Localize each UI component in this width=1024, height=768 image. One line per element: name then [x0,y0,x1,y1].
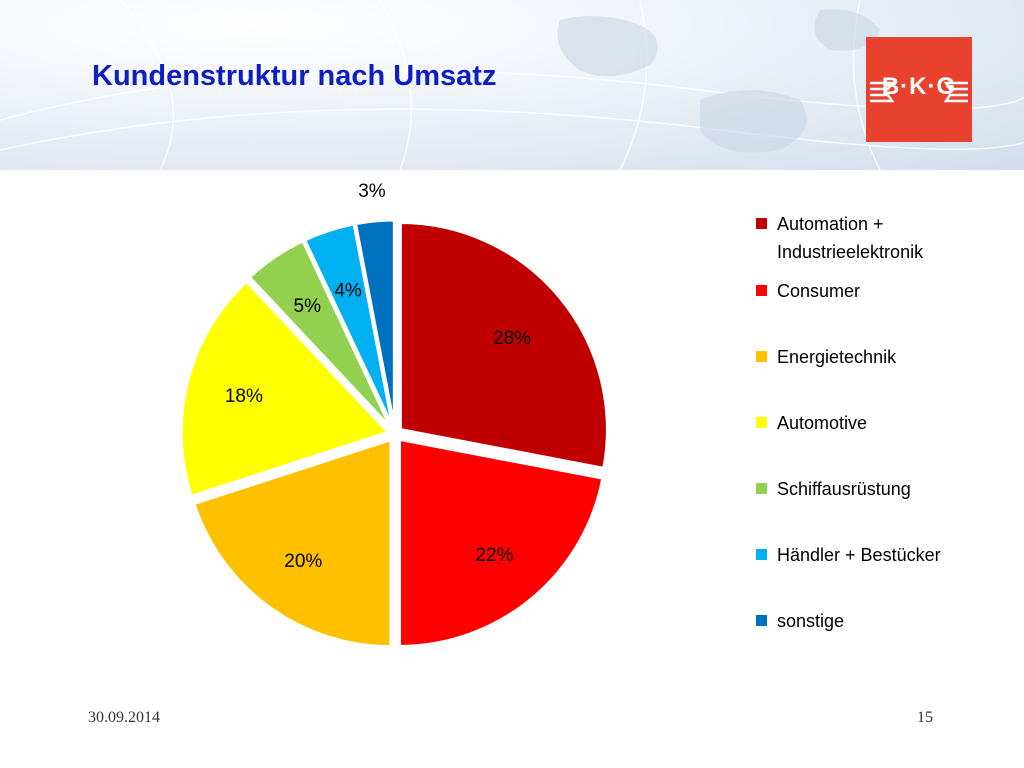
slide-header: Kundenstruktur nach Umsatz B·K·G [0,0,1024,170]
pie-slice-4 [179,279,391,499]
pie-data-label-5: 5% [294,296,322,317]
legend-label-6: Händler + Bestücker [777,545,941,565]
pie-slice-6 [302,222,395,428]
pie-data-label-4: 18% [225,386,263,407]
legend-swatch-3 [756,351,767,362]
legend-swatch-6 [756,549,767,560]
pie-slice-1 [398,221,609,471]
legend-label-4: Automotive [777,413,868,433]
pie-data-label-1: 28% [493,328,531,349]
legend-swatch-1 [756,218,767,229]
pie-slices [179,218,609,649]
legend-swatch-5 [756,483,767,494]
logo-text: B·K·G [881,73,957,100]
legend-swatch-4 [756,417,767,428]
pie-data-label-3: 20% [284,551,322,572]
pie-slice-7 [353,218,396,428]
legend-label-3: Energietechnik [777,347,897,367]
pie-data-labels: 28% 22% 20% 18% 5% 4% 3% [225,181,531,572]
legend-label-2: Consumer [777,281,861,301]
pie-data-label-7: 3% [358,181,386,202]
pie-slice-2 [397,437,605,648]
footer-date: 30.09.2014 [88,709,160,726]
pie-data-label-6: 4% [334,281,362,302]
legend-label-5: Schiffausrüstung [777,479,911,499]
pie-slice-5 [247,238,393,430]
pie-slice-3 [192,437,393,649]
pie-chart: 28% 22% 20% 18% 5% 4% 3% [179,181,609,649]
page-number: 15 [917,709,933,726]
world-map-background [0,0,1024,170]
slide-title: Kundenstruktur nach Umsatz [92,60,497,92]
bkg-logo: B·K·G [866,37,972,142]
legend-label-1: Automation + Industrieelektronik [777,214,924,262]
pie-data-label-2: 22% [475,545,513,566]
legend-swatch-7 [756,615,767,626]
legend-swatch-2 [756,285,767,296]
logo-stripes [870,81,968,103]
legend-label-7: sonstige [777,611,845,631]
